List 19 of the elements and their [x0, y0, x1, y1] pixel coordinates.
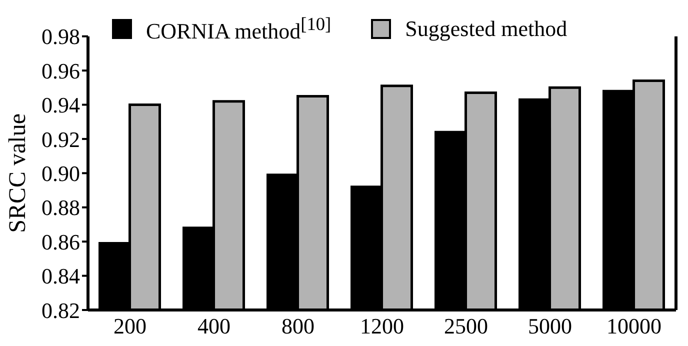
x-tick-label: 800	[282, 314, 314, 339]
y-tick-label: 0.92	[42, 126, 80, 152]
y-tick-label: 0.86	[42, 229, 80, 254]
y-tick-label: 0.82	[42, 298, 80, 323]
x-tick-label: 200	[114, 314, 146, 339]
y-tick-label: 0.90	[42, 160, 80, 186]
y-tick-label: 0.96	[42, 58, 80, 84]
y-tick-label: 0.84	[42, 264, 80, 289]
x-tick-label: 10000	[606, 314, 662, 339]
legend-label: Suggested method	[405, 16, 568, 42]
y-tick-label: 0.98	[42, 24, 80, 50]
y-tick-label: 0.88	[42, 195, 80, 220]
x-tick-label: 2500	[444, 314, 488, 339]
y-axis-title: SRCC value	[5, 113, 31, 233]
y-tick-label: 0.94	[42, 92, 80, 118]
x-tick-label: 1200	[360, 314, 404, 339]
x-tick-label: 5000	[528, 314, 572, 339]
legend-label: CORNIA method$^{[10]}$	[146, 14, 332, 44]
x-tick-label: 400	[198, 314, 230, 339]
